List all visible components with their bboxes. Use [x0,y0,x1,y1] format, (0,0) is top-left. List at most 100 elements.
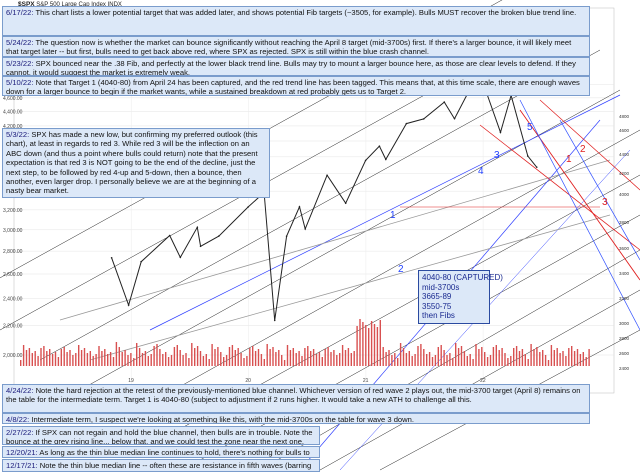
volume-bar [524,354,526,366]
note-date: 12/17/21: [6,461,38,470]
note-2-27-22: 2/27/22: If SPX can not regain and hold … [2,426,320,445]
note-6-17-22: 6/17/22: This chart lists a lower potent… [2,6,590,36]
wave-label-blue: 1 [390,210,396,221]
volume-bar [379,320,381,366]
volume-bar [22,345,25,366]
volume-bar [176,345,178,366]
right-axis-label: 2800 [619,336,630,341]
wave-label-red: 3 [602,197,608,208]
volume-bar [185,353,187,366]
volume-bar [423,349,425,366]
volume-bar [507,358,509,366]
volume-bar [373,324,376,366]
volume-bar [336,355,338,366]
price-point [218,235,220,237]
note-text: Note that Target 1 (4040-80) from April … [6,78,580,96]
volume-bar [582,352,584,366]
volume-bar [205,354,207,366]
black-trend-line [119,129,640,421]
wave-label-red: 2 [580,144,586,155]
volume-bar [28,348,31,366]
grey-rising-line [59,159,611,321]
note-date: 2/27/22: [6,428,34,437]
volume-bar [312,349,315,366]
volume-bar [292,348,294,366]
volume-bar [333,350,335,366]
y-tick-label: 3,000.00 [3,228,23,234]
volume-bar [46,351,48,366]
volume-bar [231,345,234,366]
volume-bar [194,348,196,366]
volume-bar [411,356,413,366]
volume-bar [376,327,379,366]
volume-bar [457,348,460,366]
note-date: 4/24/22: [6,386,34,395]
price-point [247,206,249,208]
volume-bar [223,357,225,366]
volume-bar [298,351,300,366]
price-point [285,235,288,237]
volume-bar [420,344,422,366]
volume-bar [109,352,112,366]
volume-bar [455,343,457,366]
volume-bar [472,359,474,366]
right-axis-label: 4200 [619,171,630,176]
volume-bar [492,347,495,366]
volume-bar [51,354,54,366]
blue-crash-line [559,119,640,261]
volume-bar [107,354,109,366]
volume-bar [182,355,184,366]
note-date: 5/24/22: [6,38,34,47]
note-4-24-22: 4/24/22: Note the hard rejection at the … [2,384,590,413]
right-axis-label: 3200 [619,296,630,301]
price-point [273,319,276,322]
volume-bar [25,350,28,366]
right-axis-label: 3400 [619,271,630,276]
volume-bar [75,353,77,366]
volume-bar [72,355,74,366]
volume-bar [286,345,289,366]
price-point [196,226,199,229]
price-point [168,234,171,237]
volume-bar [156,344,158,366]
volume-bar [521,349,524,366]
volume-bar [130,353,132,366]
right-axis-label: 4400 [619,152,630,157]
volume-bar [162,354,164,366]
volume-bar [121,352,123,366]
note-date: 12/20/21: [6,448,38,457]
right-axis-label: 2400 [619,366,630,371]
volume-bar [220,352,222,366]
wave-label-blue: 2 [398,264,404,275]
price-point [526,155,529,157]
volume-bar [385,352,387,366]
volume-bar [266,344,268,366]
target-item: 3665-89 [422,292,452,302]
right-axis-label: 4600 [619,128,630,133]
volume-bar [275,352,277,366]
volume-bar [86,353,89,366]
price-point [110,257,113,259]
volume-bar [370,321,373,366]
volume-bar [486,357,489,366]
volume-bar [559,353,561,366]
volume-bar [405,353,408,366]
volume-bar [225,355,228,366]
volume-bar [240,353,242,366]
volume-bar [324,349,326,366]
volume-bar [518,351,521,366]
volume-bar [141,353,144,366]
volume-bars [20,319,590,366]
volume-bar [211,344,213,366]
volume-bar [466,356,468,366]
volume-bar [530,344,532,366]
volume-bar [542,350,544,366]
volume-bar [350,353,352,366]
price-point [443,101,446,103]
volume-bar [553,350,555,366]
volume-bar [283,360,286,366]
volume-bar [269,349,271,366]
y-tick-label: 2,800.00 [3,249,23,255]
volume-bar [515,346,518,366]
volume-bar [527,359,529,366]
